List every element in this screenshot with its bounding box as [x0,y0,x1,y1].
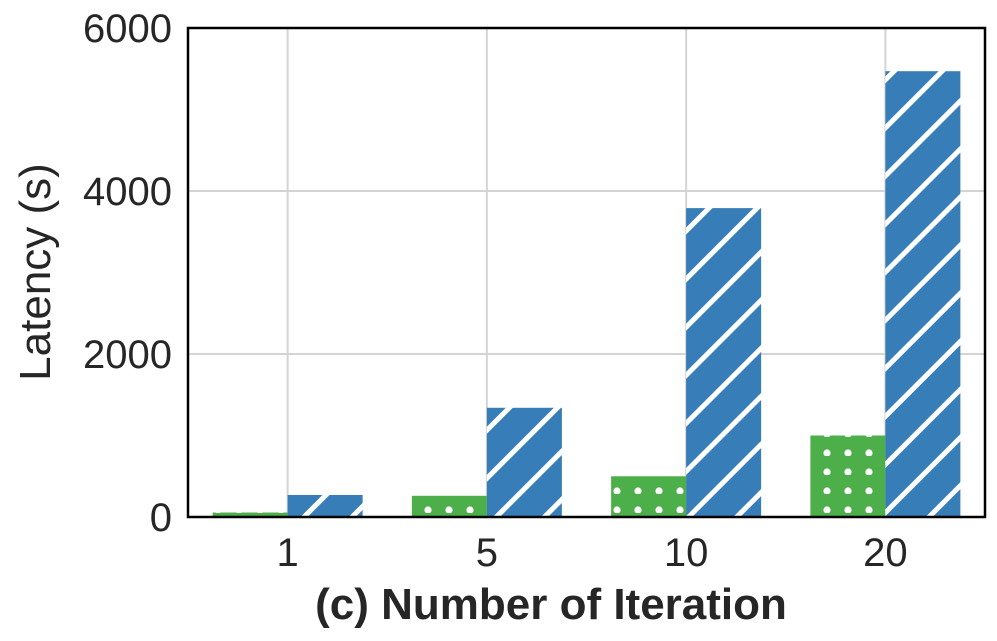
x-tick-label: 5 [476,531,498,575]
bar-series-2-20 [885,71,961,517]
bar-series-1-5 [411,495,487,517]
bar-series-1-1 [212,512,288,517]
y-tick-labels: 0 2000 4000 6000 [83,7,172,540]
bars [212,71,961,518]
bar-series-1-20 [810,435,886,517]
bar-series-2-1 [287,494,363,517]
x-axis-title: (c) Number of Iteration [315,580,787,629]
x-tick-label: 10 [664,531,709,575]
bar-series-2-10 [686,208,762,518]
x-tick-labels: 1 5 10 20 [277,531,908,575]
bar-series-2-5 [486,407,562,517]
x-tick-label: 1 [277,531,299,575]
bar-series-1-10 [611,476,687,517]
y-tick-label: 0 [150,496,172,540]
plot-frame [186,26,987,519]
y-tick-label: 4000 [83,170,172,214]
y-tick-label: 6000 [83,7,172,51]
x-tick-label: 20 [863,531,908,575]
y-tick-label: 2000 [83,333,172,377]
y-axis-title: Latency (s) [11,163,60,381]
